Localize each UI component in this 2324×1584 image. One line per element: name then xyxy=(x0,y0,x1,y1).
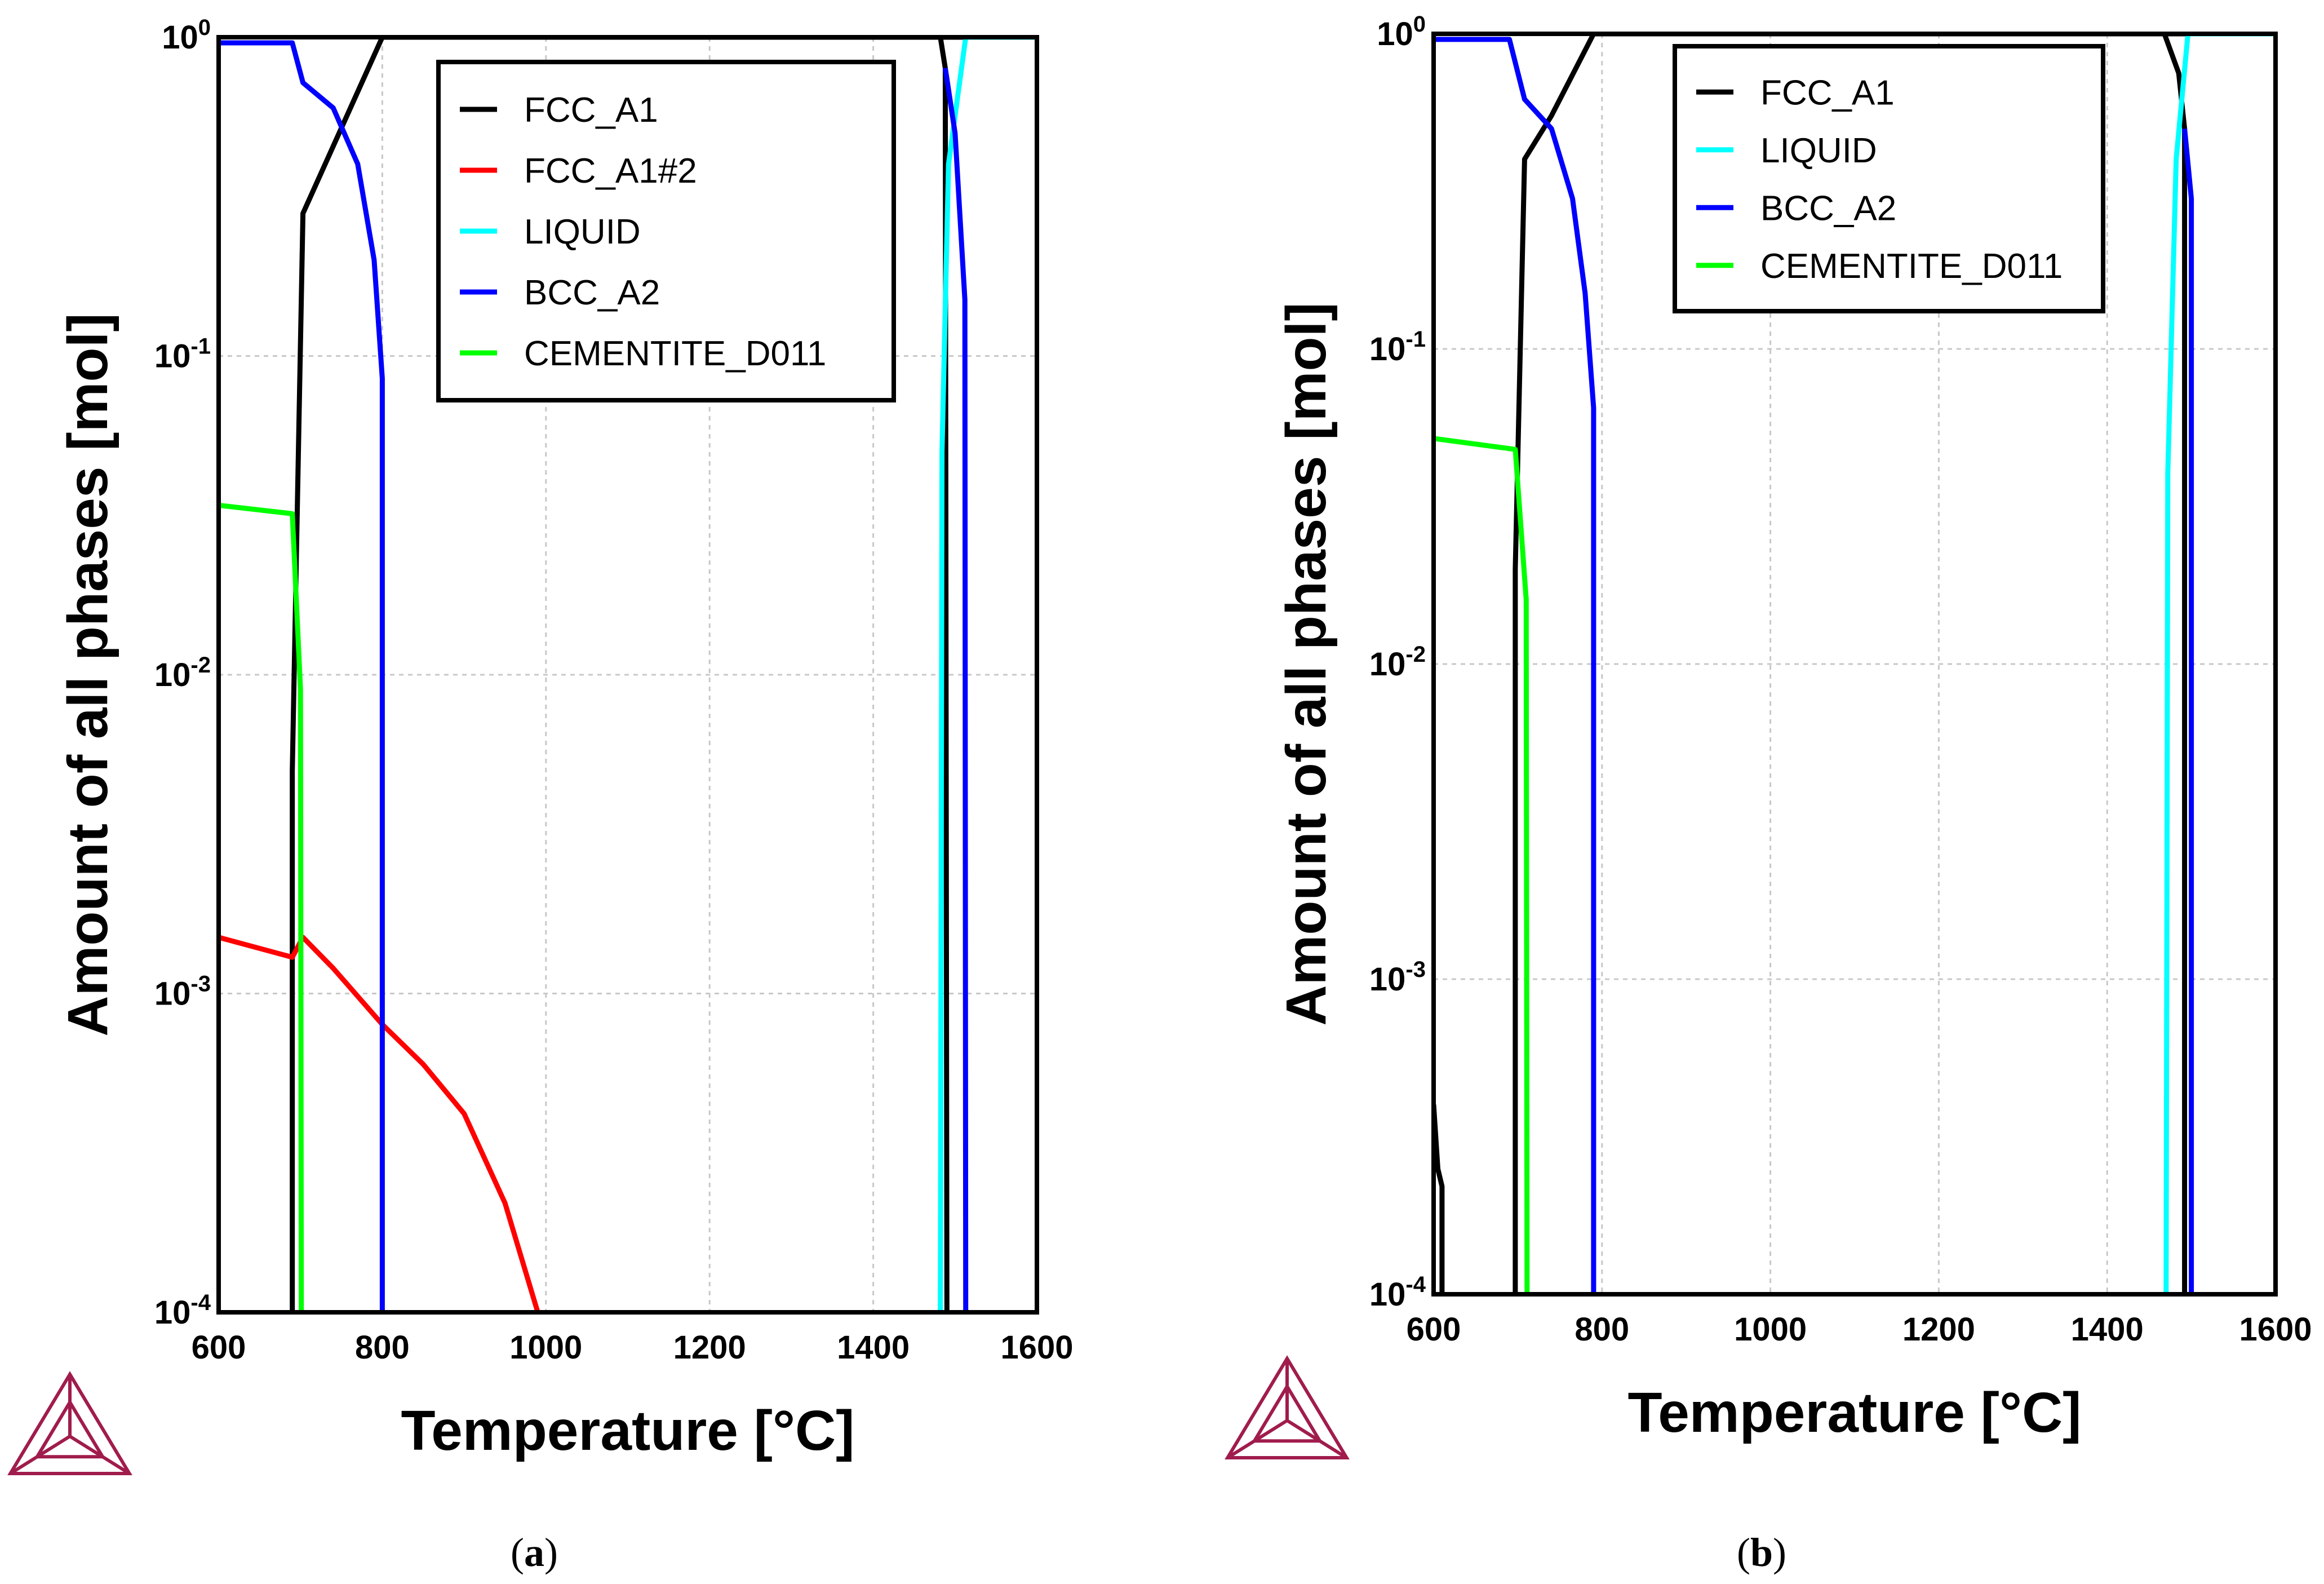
panel-b-ytick--3: 10-3 xyxy=(1369,957,1426,998)
panel-a-xtick-1600: 1600 xyxy=(1000,1329,1073,1366)
panel-a-ytick-exp: -1 xyxy=(190,334,211,359)
panel-b-ytick-base: 10 xyxy=(1369,1276,1406,1313)
panel-b-xtick-600: 600 xyxy=(1407,1311,1461,1348)
panel-b-series-liquid-seg-0 xyxy=(2163,34,2276,1294)
panel-b-series-group xyxy=(1434,34,2276,1294)
panel-a-ytick-base: 10 xyxy=(154,657,191,693)
panel-a-ytick-base: 10 xyxy=(154,1294,191,1331)
panel-letter: a xyxy=(524,1530,544,1575)
panel-letter: b xyxy=(1750,1530,1773,1575)
paren-close: ) xyxy=(544,1530,558,1575)
logo-spoke-1 xyxy=(1226,1419,1288,1459)
panel-a-ytick--1: 10-1 xyxy=(154,334,211,375)
panel-a-series-fcc-a1-seg-0 xyxy=(290,37,1037,1312)
panel-a-xtick-1000: 1000 xyxy=(509,1329,582,1366)
panel-b-ytick-base: 10 xyxy=(1369,646,1406,683)
panel-a-xtick-600: 600 xyxy=(192,1329,246,1366)
panel-a-frame xyxy=(216,35,1039,1315)
panel-b-legend-label-1: LIQUID xyxy=(1760,131,1877,170)
panel-b-ytick-base: 10 xyxy=(1377,16,1413,52)
panel-b: 600 800 1000 1200 1400 160010-410-310-210-110… xyxy=(1225,12,2312,1575)
panel-a-ytick-exp: -3 xyxy=(190,972,211,997)
panel-a-series-bcc-a2-seg-0 xyxy=(219,40,385,1312)
panel-a-ytick-exp: -4 xyxy=(190,1290,211,1315)
panel-b-ytick--1: 10-1 xyxy=(1369,327,1426,368)
panel-b-logo-icon xyxy=(1225,1355,1350,1459)
panel-b-xtick-1400: 1400 xyxy=(2071,1311,2144,1348)
panel-b-xlabel: Temperature [°C] xyxy=(1628,1381,2082,1444)
panel-b-ytick-exp: 0 xyxy=(1413,12,1426,37)
panel-a-legend-label-2: LIQUID xyxy=(524,213,641,251)
panel-b-series-bcc-a2-seg-1 xyxy=(2182,128,2194,1294)
panel-b-subfigure-label: (b) xyxy=(1737,1530,1786,1575)
panel-a-series-cementite-d011-seg-0 xyxy=(219,502,304,1312)
panel-b-legend-label-3: CEMENTITE_D011 xyxy=(1760,247,2063,286)
panel-b-ytick--2: 10-2 xyxy=(1369,642,1426,683)
panel-a-ytick--4: 10-4 xyxy=(154,1290,211,1331)
panel-b-xtick-800: 800 xyxy=(1575,1311,1629,1348)
panel-b-frame xyxy=(1431,32,2278,1297)
panel-a-subfigure-label: (a) xyxy=(511,1530,558,1575)
logo-spoke-1 xyxy=(9,1435,71,1475)
panel-a-ytick-base: 10 xyxy=(154,338,191,375)
panel-a-logo-icon xyxy=(7,1371,132,1475)
paren-open: ( xyxy=(1737,1530,1750,1575)
panel-b-ylabel: Amount of all phases [mol] xyxy=(1275,302,1338,1025)
logo-spoke-2 xyxy=(1286,1419,1348,1459)
panel-b-xtick-1000: 1000 xyxy=(1734,1311,1807,1348)
panel-b-legend-box xyxy=(1673,44,2105,313)
panel-b-legend-label-0: FCC_A1 xyxy=(1760,73,1895,112)
panel-b-ytick-0: 100 xyxy=(1377,12,1426,52)
panel-b-ytick-exp: -1 xyxy=(1405,327,1426,352)
panel-a-series-bcc-a2-seg-1 xyxy=(942,68,969,1312)
panel-a-ytick--3: 10-3 xyxy=(154,972,211,1012)
panel-b-series-fcc-a1-seg-1 xyxy=(1513,34,2276,1294)
paren-close: ) xyxy=(1773,1530,1786,1575)
logo-outer-triangle xyxy=(7,1371,132,1475)
panel-a-ytick--2: 10-2 xyxy=(154,653,211,693)
panel-a-xtick-1400: 1400 xyxy=(837,1329,910,1366)
logo-inner-triangle xyxy=(34,1399,106,1459)
panel-a-xlabel: Temperature [°C] xyxy=(401,1399,855,1462)
logo-outer-triangle xyxy=(1225,1355,1350,1459)
panel-a-ytick-exp: 0 xyxy=(198,15,211,40)
panel-a-ylabel: Amount of all phases [mol] xyxy=(56,313,119,1036)
panel-b-ytick-base: 10 xyxy=(1369,961,1406,998)
panel-b-series-cementite-d011-seg-0 xyxy=(1434,436,1530,1294)
panel-a-legend-label-0: FCC_A1 xyxy=(524,91,658,130)
panel-b-ytick-exp: -4 xyxy=(1405,1272,1426,1297)
panel-a-legend-label-1: FCC_A1#2 xyxy=(524,152,697,191)
panel-a-ytick-0: 100 xyxy=(162,15,211,56)
logo-spoke-2 xyxy=(69,1435,131,1475)
panel-b-xtick-1600: 1600 xyxy=(2239,1311,2312,1348)
panel-b-ytick--4: 10-4 xyxy=(1369,1272,1426,1313)
panel-b-series-bcc-a2-seg-0 xyxy=(1434,37,1596,1294)
panel-a-legend-box xyxy=(436,60,896,402)
panel-a-series-liquid-seg-0 xyxy=(938,37,1037,1312)
panel-a-ytick-base: 10 xyxy=(162,19,198,56)
paren-open: ( xyxy=(511,1530,524,1575)
panel-a-ytick-base: 10 xyxy=(154,976,191,1012)
panel-a-xtick-800: 800 xyxy=(355,1329,410,1366)
panel-a-series-group xyxy=(219,37,1037,1312)
logo-inner-triangle xyxy=(1251,1383,1323,1443)
panel-b-ytick-exp: -3 xyxy=(1405,957,1426,982)
panel-b-ytick-exp: -2 xyxy=(1405,642,1426,667)
panel-b-ytick-base: 10 xyxy=(1369,331,1406,368)
panel-a-ytick-exp: -2 xyxy=(190,653,211,678)
panel-a-legend-label-3: BCC_A2 xyxy=(524,273,660,312)
panel-a-legend-label-4: CEMENTITE_D011 xyxy=(524,334,826,373)
panel-b-xtick-1200: 1200 xyxy=(1902,1311,1975,1348)
panel-b-legend-label-2: BCC_A2 xyxy=(1760,189,1896,228)
panel-a-xtick-1200: 1200 xyxy=(673,1329,746,1366)
panel-a: 600 800 1000 1200 1400 160010-410-310-210-110… xyxy=(7,15,1074,1575)
